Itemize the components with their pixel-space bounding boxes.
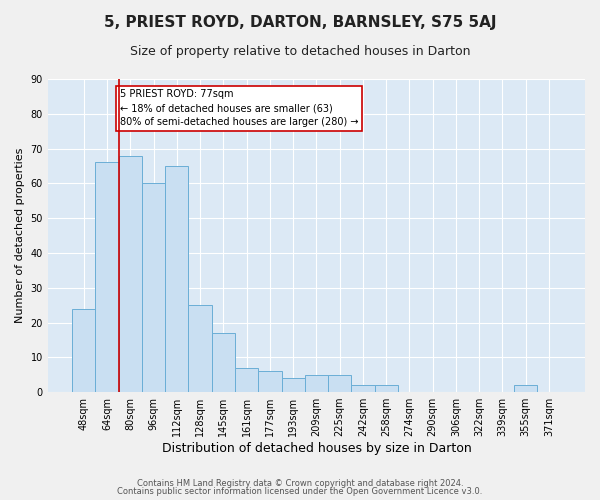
Text: 5 PRIEST ROYD: 77sqm
← 18% of detached houses are smaller (63)
80% of semi-detac: 5 PRIEST ROYD: 77sqm ← 18% of detached h… xyxy=(120,90,358,128)
Bar xyxy=(514,385,538,392)
Bar xyxy=(305,374,328,392)
Bar xyxy=(351,385,374,392)
Bar xyxy=(72,308,95,392)
Bar xyxy=(142,184,165,392)
Bar xyxy=(119,156,142,392)
Bar xyxy=(374,385,398,392)
Text: Contains public sector information licensed under the Open Government Licence v3: Contains public sector information licen… xyxy=(118,487,482,496)
Bar xyxy=(235,368,258,392)
Bar xyxy=(258,371,281,392)
Bar xyxy=(328,374,351,392)
Text: Contains HM Land Registry data © Crown copyright and database right 2024.: Contains HM Land Registry data © Crown c… xyxy=(137,478,463,488)
Bar xyxy=(281,378,305,392)
Bar xyxy=(165,166,188,392)
Bar xyxy=(95,162,119,392)
Text: 5, PRIEST ROYD, DARTON, BARNSLEY, S75 5AJ: 5, PRIEST ROYD, DARTON, BARNSLEY, S75 5A… xyxy=(104,15,496,30)
Bar xyxy=(212,333,235,392)
Text: Size of property relative to detached houses in Darton: Size of property relative to detached ho… xyxy=(130,45,470,58)
Bar xyxy=(188,305,212,392)
Y-axis label: Number of detached properties: Number of detached properties xyxy=(15,148,25,323)
X-axis label: Distribution of detached houses by size in Darton: Distribution of detached houses by size … xyxy=(161,442,471,455)
